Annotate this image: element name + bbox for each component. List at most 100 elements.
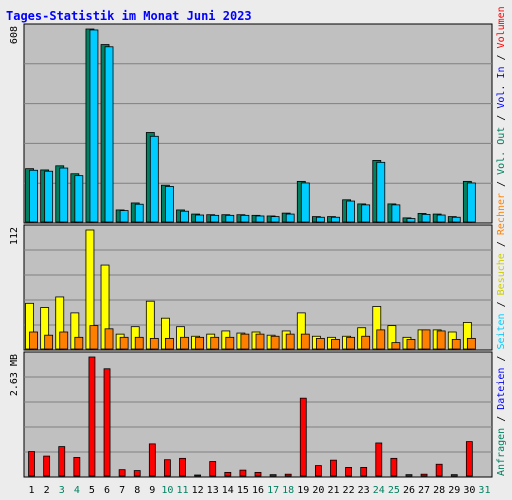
bar-rechner-day-22 [346, 336, 355, 350]
legend-entry: / [496, 416, 507, 428]
bar-dateien-day-29 [451, 216, 461, 223]
bar-dateien-day-8 [134, 203, 144, 223]
bar-dateien-day-5 [89, 29, 99, 223]
bar-rechner-day-27 [421, 329, 431, 350]
chart-panels: 608 112 2.63 MB [9, 23, 493, 478]
bar-dateien-day-10 [165, 186, 174, 223]
day-label-12: 12 [192, 485, 204, 496]
y-max-label-visits: 112 [9, 227, 20, 245]
bar-volumen-day-27 [420, 473, 428, 477]
legend-entry: / [496, 181, 507, 193]
bar-rechner-day-24 [376, 329, 386, 350]
bar-dateien-day-4 [74, 175, 84, 223]
day-label-14: 14 [222, 485, 234, 496]
bar-volumen-day-7 [118, 469, 126, 477]
bar-rechner-day-18 [285, 333, 295, 350]
bar-rechner-day-4 [74, 336, 84, 350]
bar-volumen-day-9 [148, 443, 156, 477]
legend-entry: / [496, 241, 507, 253]
day-label-19: 19 [297, 485, 309, 496]
bar-dateien-day-6 [104, 46, 114, 223]
day-axis-labels: 1 2 3 4 5 6 7 8 9 10 11 12 13 14 15 16 17 18 19 20 21 22 23 24 2… [29, 485, 491, 496]
day-label-27: 27 [418, 485, 430, 496]
bar-rechner-day-19 [300, 333, 310, 350]
day-label-22: 22 [343, 485, 355, 496]
bar-rechner-day-10 [165, 337, 174, 350]
bar-volumen-day-12 [194, 474, 202, 477]
bar-dateien-day-25 [391, 204, 401, 223]
bar-dateien-day-14 [225, 214, 235, 223]
day-label-17: 17 [267, 485, 279, 496]
bar-dateien-day-7 [119, 210, 129, 223]
bar-volumen-day-20 [314, 465, 322, 477]
bar-volumen-day-29 [450, 474, 458, 477]
bar-rechner-day-2 [44, 334, 54, 350]
bar-dateien-day-24 [376, 161, 386, 223]
legend-entry: Seiten [496, 313, 507, 355]
day-label-24: 24 [373, 485, 385, 496]
y-max-label-volume: 2.63 MB [9, 354, 20, 396]
bar-volumen-day-22 [345, 466, 352, 477]
bar-rechner-day-13 [210, 336, 220, 350]
bar-rechner-day-8 [134, 336, 144, 350]
legend-entry: Vol. In [496, 67, 507, 115]
bar-volumen-day-16 [254, 471, 262, 477]
bar-volumen-day-30 [465, 441, 473, 477]
bar-rechner-day-6 [104, 328, 114, 350]
day-label-20: 20 [312, 485, 324, 496]
bar-rechner-day-26 [406, 339, 416, 350]
plot-area-volume [23, 351, 493, 478]
day-label-5: 5 [89, 485, 95, 496]
legend-entry: / [496, 301, 507, 313]
day-label-10: 10 [161, 485, 173, 496]
bar-dateien-day-28 [436, 214, 446, 223]
bar-volumen-day-2 [43, 455, 51, 477]
bar-volumen-day-17 [269, 474, 277, 477]
day-label-29: 29 [448, 485, 460, 496]
day-label-13: 13 [207, 485, 219, 496]
bar-dateien-day-16 [255, 215, 265, 223]
bar-volumen-day-14 [224, 471, 232, 477]
bar-dateien-day-13 [210, 214, 220, 223]
day-label-18: 18 [282, 485, 294, 496]
bar-rechner-day-15 [240, 333, 250, 350]
bar-rechner-day-20 [315, 337, 325, 350]
bar-dateien-day-11 [180, 210, 189, 223]
bar-dateien-day-20 [315, 216, 325, 223]
day-label-4: 4 [74, 485, 80, 496]
bar-volumen-day-19 [299, 397, 307, 477]
day-label-25: 25 [388, 485, 400, 496]
bar-dateien-day-15 [240, 214, 250, 223]
bar-rechner-day-23 [361, 335, 371, 350]
bar-rechner-day-16 [255, 333, 265, 350]
legend-entry: / [496, 115, 507, 127]
bar-dateien-day-2 [44, 170, 54, 223]
bar-dateien-day-21 [331, 216, 340, 223]
day-label-26: 26 [403, 485, 415, 496]
legend-entry: Dateien [496, 368, 507, 416]
bar-rechner-day-14 [225, 336, 235, 350]
bar-dateien-day-18 [285, 213, 295, 223]
bar-volumen-day-25 [390, 457, 398, 477]
bar-volumen-day-1 [28, 451, 35, 477]
bar-rechner-day-11 [180, 336, 189, 350]
bar-volumen-day-3 [58, 446, 66, 477]
bar-rechner-day-28 [436, 330, 446, 350]
panel-visits: 112 [9, 224, 493, 351]
bar-volumen-day-28 [435, 463, 443, 477]
bar-rechner-day-9 [149, 337, 159, 350]
right-legend: Anfragen / Dateien / Seiten / Besuche / … [496, 6, 507, 476]
day-label-30: 30 [463, 485, 475, 496]
day-label-15: 15 [237, 485, 249, 496]
right-legend-text: Anfragen / Dateien / Seiten / Besuche / … [496, 6, 507, 476]
bar-rechner-day-7 [119, 336, 129, 350]
day-label-9: 9 [149, 485, 155, 496]
bar-volumen-day-11 [179, 457, 186, 477]
bar-rechner-day-5 [89, 325, 99, 350]
bar-volumen-day-15 [239, 469, 247, 477]
legend-entry: / [496, 356, 507, 368]
day-label-31: 31 [478, 485, 490, 496]
panel-hits: 608 [9, 23, 493, 224]
bar-rechner-day-17 [270, 335, 280, 350]
